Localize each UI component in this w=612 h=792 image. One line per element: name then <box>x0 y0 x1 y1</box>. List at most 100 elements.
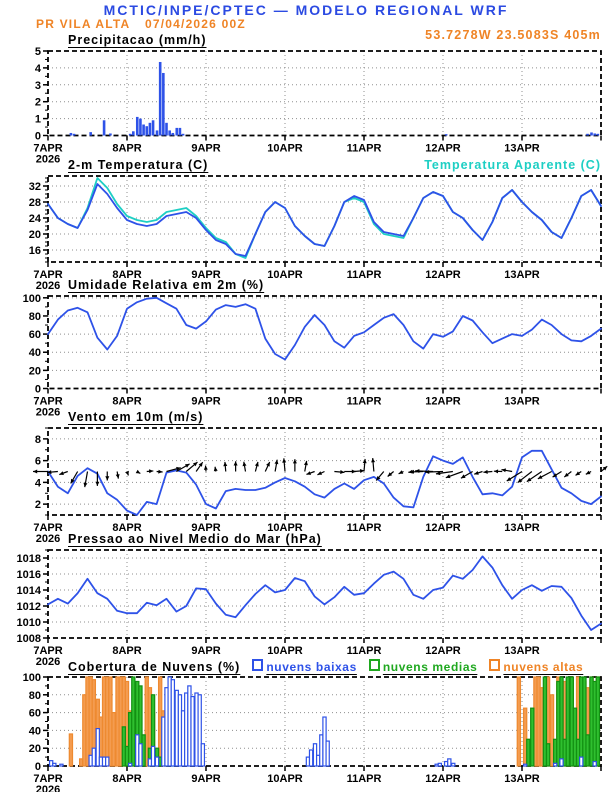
svg-text:8APR: 8APR <box>112 522 141 534</box>
panel-title-temperature: 2-m Temperatura (C) <box>68 158 209 172</box>
high-clouds-swatch-icon <box>489 659 501 671</box>
panel-title-apparent-temperature: Temperatura Aparente (C) <box>424 158 601 172</box>
svg-text:3: 3 <box>35 80 41 92</box>
panel-umidade: 0 20 40 60 80 100 7APR 8APR 9APR 10APR 11APR 12APR 1… <box>23 293 602 419</box>
svg-text:24: 24 <box>29 213 42 225</box>
svg-text:2: 2 <box>35 499 41 511</box>
panel-title-clouds: Cobertura de Nuvens (%) <box>68 660 241 674</box>
panel-pressao: 1008 1010 1012 1014 1016 1018 7APR 8APR 9APR 10AP… <box>17 549 602 668</box>
svg-text:1014: 1014 <box>17 585 42 597</box>
panel-title-wind: Vento em 10m (m/s) <box>68 410 204 424</box>
svg-text:11APR: 11APR <box>347 773 382 785</box>
panel-title-pressure: Pressao ao Nivel Medio do Mar (hPa) <box>68 532 322 546</box>
panel-title-humidity: Umidade Relativa em 2m (%) <box>68 278 265 292</box>
svg-text:10APR: 10APR <box>267 645 303 657</box>
svg-text:4: 4 <box>35 477 42 489</box>
svg-text:1016: 1016 <box>17 569 41 581</box>
svg-text:32: 32 <box>29 181 41 193</box>
svg-text:100: 100 <box>23 293 41 305</box>
svg-text:80: 80 <box>29 311 41 323</box>
svg-text:11APR: 11APR <box>347 269 382 281</box>
vetores-vento <box>33 457 608 488</box>
legend-item-mid-clouds: nuvens medias <box>368 659 478 674</box>
svg-text:100: 100 <box>23 672 41 684</box>
umidade-relativa <box>47 296 602 361</box>
svg-text:8APR: 8APR <box>112 269 141 281</box>
svg-text:10APR: 10APR <box>267 522 303 534</box>
legend-label-mid-clouds: nuvens medias <box>382 660 478 674</box>
svg-text:7APR: 7APR <box>33 773 62 785</box>
svg-text:12APR: 12APR <box>425 143 461 155</box>
panel-temperatura: 16 20 24 28 32 7APR 8APR 9APR 10APR 11APR 12APR 13A… <box>29 175 602 292</box>
svg-text:2026: 2026 <box>36 656 60 668</box>
svg-text:7APR: 7APR <box>33 645 62 657</box>
svg-text:60: 60 <box>29 329 41 341</box>
svg-text:1012: 1012 <box>17 601 41 613</box>
svg-text:8APR: 8APR <box>112 143 141 155</box>
model-run-datetime: 07/04/2026 00Z <box>145 17 246 31</box>
svg-text:20: 20 <box>29 743 41 755</box>
svg-text:28: 28 <box>29 197 41 209</box>
svg-text:9APR: 9APR <box>191 396 220 408</box>
svg-text:13APR: 13APR <box>504 396 540 408</box>
svg-text:60: 60 <box>29 708 41 720</box>
pressao-nivel-mar <box>47 555 602 631</box>
svg-text:2026: 2026 <box>36 533 60 545</box>
svg-text:7APR: 7APR <box>33 143 62 155</box>
svg-text:12APR: 12APR <box>425 645 461 657</box>
svg-text:20: 20 <box>29 365 41 377</box>
velocidade-vento <box>47 449 602 516</box>
svg-text:10APR: 10APR <box>267 269 303 281</box>
svg-text:13APR: 13APR <box>504 269 540 281</box>
svg-text:8APR: 8APR <box>112 396 141 408</box>
svg-text:12APR: 12APR <box>425 773 461 785</box>
svg-text:10APR: 10APR <box>267 396 303 408</box>
svg-text:2026: 2026 <box>36 280 60 292</box>
station-name: PR VILA ALTA <box>36 17 131 31</box>
location-coordinates: 53.7278W 23.5083S 405m <box>425 28 601 42</box>
precipitacao <box>69 61 600 136</box>
svg-text:13APR: 13APR <box>504 773 540 785</box>
svg-text:2: 2 <box>35 97 41 109</box>
svg-text:8APR: 8APR <box>112 773 141 785</box>
svg-text:1010: 1010 <box>17 617 41 629</box>
nuvens-medias <box>121 676 601 767</box>
svg-text:20: 20 <box>29 229 41 241</box>
svg-text:11APR: 11APR <box>347 143 382 155</box>
svg-text:9APR: 9APR <box>191 773 220 785</box>
svg-text:13APR: 13APR <box>504 645 540 657</box>
svg-text:9APR: 9APR <box>191 143 220 155</box>
svg-text:13APR: 13APR <box>504 143 540 155</box>
panel-precipitacao: 0 1 2 3 4 5 7APR 8APR 9APR 10APR 11APR 12APR 13APR 20… <box>33 46 602 166</box>
svg-text:4: 4 <box>35 63 42 75</box>
svg-text:2026: 2026 <box>36 784 60 792</box>
svg-text:13APR: 13APR <box>504 522 540 534</box>
svg-text:1018: 1018 <box>17 553 41 565</box>
svg-text:5: 5 <box>35 46 41 58</box>
svg-text:0: 0 <box>35 761 41 773</box>
mid-clouds-swatch-icon <box>368 659 380 671</box>
svg-text:2026: 2026 <box>36 407 60 419</box>
svg-text:10APR: 10APR <box>267 143 303 155</box>
svg-text:8: 8 <box>35 434 41 446</box>
svg-text:80: 80 <box>29 690 41 702</box>
svg-text:6: 6 <box>35 456 41 468</box>
svg-text:10APR: 10APR <box>267 773 303 785</box>
panel-title-precipitation: Precipitacao (mm/h) <box>68 33 207 47</box>
low-clouds-swatch-icon <box>252 659 264 671</box>
svg-text:2026: 2026 <box>36 154 60 166</box>
panel-nuvens: 0 20 40 60 80 100 7APR 8APR 9APR 10APR 11APR 12APR 1… <box>23 672 602 792</box>
svg-text:12APR: 12APR <box>425 396 461 408</box>
svg-text:9APR: 9APR <box>191 522 220 534</box>
svg-text:9APR: 9APR <box>191 645 220 657</box>
legend-label-high-clouds: nuvens altas <box>503 660 584 674</box>
svg-text:0: 0 <box>35 384 41 396</box>
legend-item-high-clouds: nuvens altas <box>489 659 583 674</box>
page-title: MCTIC/INPE/CPTEC — MODELO REGIONAL WRF <box>103 2 509 18</box>
nuvens-baixas <box>48 676 597 767</box>
svg-text:12APR: 12APR <box>425 522 461 534</box>
svg-text:11APR: 11APR <box>347 396 382 408</box>
svg-text:9APR: 9APR <box>191 269 220 281</box>
legend-item-low-clouds: nuvens baixas <box>252 659 357 674</box>
